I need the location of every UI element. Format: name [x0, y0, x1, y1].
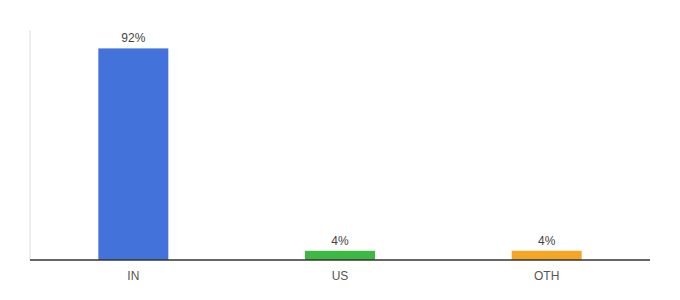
x-tick-label: OTH: [534, 269, 559, 283]
x-axis-line: [30, 259, 650, 261]
bar: [512, 251, 582, 260]
y-axis-line: [30, 30, 31, 260]
data-label: 92%: [121, 31, 145, 45]
data-label: 4%: [331, 234, 349, 248]
chart-container: 92% 4% 4% IN US OTH: [0, 0, 680, 300]
bars: [98, 48, 581, 260]
x-tick-label: IN: [127, 269, 139, 283]
bar: [305, 251, 375, 260]
x-tick-label: US: [332, 269, 349, 283]
chart-svg: 92% 4% 4% IN US OTH: [0, 0, 680, 300]
bar: [98, 48, 168, 260]
data-label: 4%: [538, 234, 556, 248]
